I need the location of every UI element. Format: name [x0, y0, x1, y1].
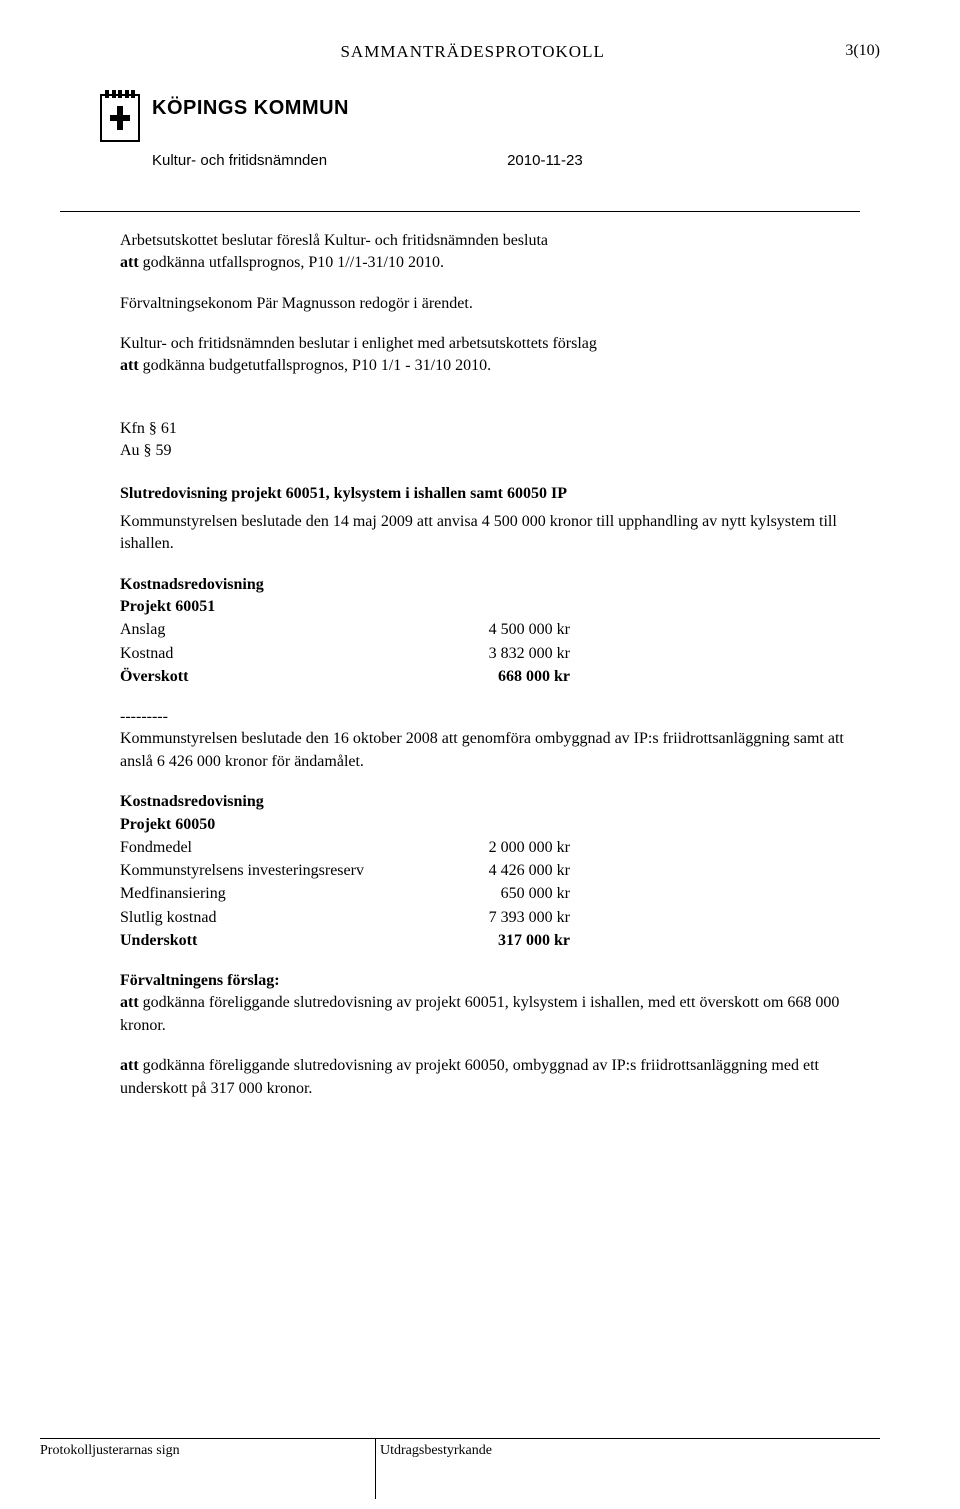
committee-name: Kultur- och fritidsnämnden — [152, 150, 327, 171]
proposal-heading: Förvaltningens förslag: — [120, 970, 860, 992]
paragraph: Förvaltningsekonom Pär Magnusson redogör… — [120, 293, 860, 315]
divider-line — [60, 211, 860, 212]
cost-heading: Kostnadsredovisning — [120, 791, 860, 813]
cost-label: Medfinansiering — [120, 882, 440, 905]
cost-table-2: Kostnadsredovisning Projekt 60050 Fondme… — [120, 791, 860, 952]
section-divider: --------- — [120, 706, 860, 728]
organization-name: KÖPINGS KOMMUN — [152, 94, 349, 122]
cost-row: Kostnad3 832 000 kr — [120, 642, 860, 665]
cost-value: 4 426 000 kr — [440, 859, 570, 882]
paragraph: att godkänna föreliggande slutredovisnin… — [120, 1055, 860, 1100]
paragraph: Kultur- och fritidsnämnden beslutar i en… — [120, 333, 860, 378]
page-number: 3(10) — [845, 40, 880, 62]
cost-row: Fondmedel2 000 000 kr — [120, 836, 860, 859]
logo-section: KÖPINGS KOMMUN — [100, 94, 880, 142]
paragraph: Kommunstyrelsen beslutade den 16 oktober… — [120, 728, 860, 773]
cost-row: Överskott668 000 kr — [120, 665, 860, 688]
cost-label: Anslag — [120, 618, 440, 641]
paragraph: Kommunstyrelsen beslutade den 14 maj 200… — [120, 511, 860, 556]
content-area: Arbetsutskottet beslutar föreslå Kultur-… — [120, 211, 860, 1100]
footer-row: Protokolljusterarnas sign Utdragsbestyrk… — [40, 1441, 492, 1461]
cost-value: 668 000 kr — [440, 665, 570, 688]
cost-value: 2 000 000 kr — [440, 836, 570, 859]
cost-row: Underskott317 000 kr — [120, 929, 860, 952]
cost-value: 4 500 000 kr — [440, 618, 570, 641]
cost-value: 317 000 kr — [440, 929, 570, 952]
cost-label: Kostnad — [120, 642, 440, 665]
meeting-date: 2010-11-23 — [507, 150, 583, 171]
footer-left-label: Protokolljusterarnas sign — [40, 1441, 380, 1461]
cost-value: 650 000 kr — [440, 882, 570, 905]
header-row: SAMMANTRÄDESPROTOKOLL 3(10) — [100, 40, 880, 64]
cost-label: Fondmedel — [120, 836, 440, 859]
cost-table-1: Kostnadsredovisning Projekt 60051 Anslag… — [120, 574, 860, 688]
cost-label: Överskott — [120, 665, 440, 688]
cost-row: Medfinansiering650 000 kr — [120, 882, 860, 905]
footer-right-label: Utdragsbestyrkande — [380, 1441, 492, 1461]
cost-label: Underskott — [120, 929, 440, 952]
cost-value: 3 832 000 kr — [440, 642, 570, 665]
cost-row: Anslag4 500 000 kr — [120, 618, 860, 641]
doc-title: SAMMANTRÄDESPROTOKOLL — [340, 40, 604, 64]
cost-label: Slutlig kostnad — [120, 906, 440, 929]
cost-label: Kommunstyrelsens investeringsreserv — [120, 859, 440, 882]
cost-project: Projekt 60050 — [120, 814, 860, 836]
cost-heading: Kostnadsredovisning — [120, 574, 860, 596]
cost-project: Projekt 60051 — [120, 596, 860, 618]
cost-row: Kommunstyrelsens investeringsreserv4 426… — [120, 859, 860, 882]
subheader-row: Kultur- och fritidsnämnden 2010-11-23 — [152, 150, 880, 171]
cost-row: Slutlig kostnad7 393 000 kr — [120, 906, 860, 929]
cost-value: 7 393 000 kr — [440, 906, 570, 929]
paragraph: att godkänna föreliggande slutredovisnin… — [120, 992, 860, 1037]
footer-line — [40, 1438, 880, 1439]
municipality-logo-icon — [100, 94, 140, 142]
paragraph: Arbetsutskottet beslutar föreslå Kultur-… — [120, 230, 860, 275]
section-reference: Kfn § 61 Au § 59 — [120, 418, 860, 463]
section-heading: Slutredovisning projekt 60051, kylsystem… — [120, 483, 860, 505]
